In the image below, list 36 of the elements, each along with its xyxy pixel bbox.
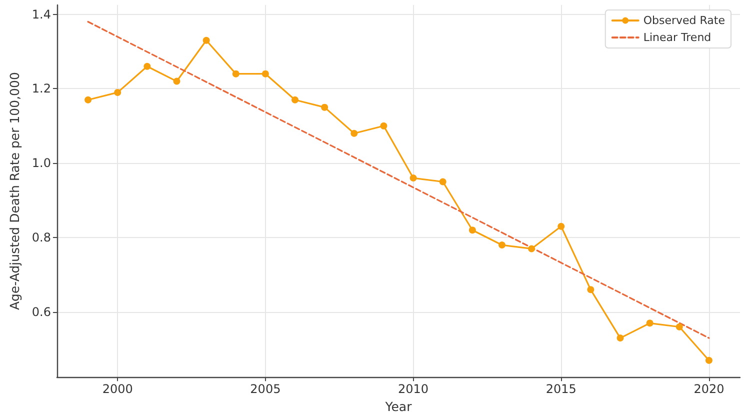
- point: [292, 96, 299, 104]
- legend-label: Linear Trend: [643, 31, 712, 44]
- legend-label: Observed Rate: [643, 14, 726, 27]
- point: [676, 323, 683, 330]
- point: [558, 222, 565, 230]
- point: [114, 88, 122, 96]
- point: [232, 70, 240, 78]
- point: [468, 226, 476, 234]
- point: [262, 70, 269, 78]
- y-tick-label: 0.8: [32, 230, 51, 245]
- point: [350, 130, 358, 137]
- y-axis-title: Age-Adjusted Death Rate per 100,000: [7, 72, 22, 310]
- point: [144, 62, 151, 70]
- point: [321, 104, 328, 111]
- point: [705, 356, 712, 364]
- x-axis-title: Year: [384, 399, 413, 414]
- point: [173, 78, 180, 85]
- x-tick-label: 2020: [694, 382, 724, 396]
- point: [84, 96, 92, 104]
- point: [498, 242, 506, 249]
- x-tick-label: 2005: [250, 382, 281, 396]
- x-tick-label: 2010: [398, 382, 429, 396]
- point: [410, 174, 417, 182]
- y-tick-label: 1.0: [32, 156, 51, 170]
- point: [380, 122, 388, 130]
- x-tick-label: 2015: [546, 382, 576, 396]
- y-tick-label: 1.2: [32, 82, 51, 96]
- point: [202, 36, 210, 44]
- y-tick-label: 1.4: [32, 7, 51, 22]
- point: [439, 178, 446, 186]
- point: [528, 245, 536, 252]
- point: [587, 286, 594, 294]
- y-tick-label: 0.6: [32, 304, 51, 319]
- x-tick-label: 2000: [102, 382, 133, 396]
- point: [616, 334, 624, 342]
- point: [646, 320, 654, 327]
